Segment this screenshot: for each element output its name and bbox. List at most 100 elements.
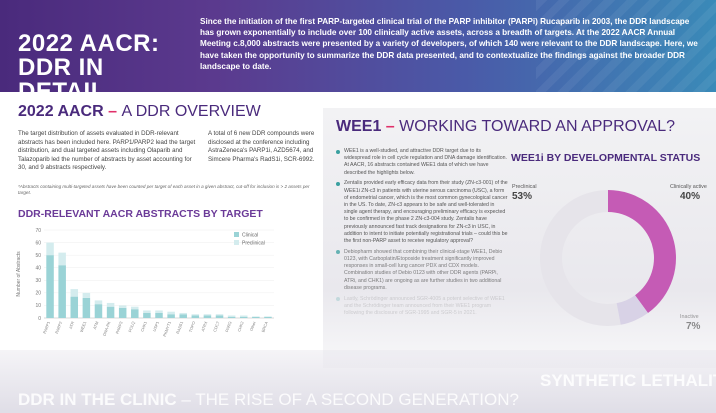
x-tick-label: Other	[249, 320, 257, 332]
x-tick-label: TOPO	[188, 321, 197, 333]
x-tick-label: PARP1	[42, 320, 51, 334]
donut-label-preclinical: Preclinical	[512, 184, 537, 190]
ddr-clinic-heading: DDR IN THE CLINIC – THE RISE OF A SECOND…	[18, 390, 519, 410]
overview-paragraph-a: The target distribution of assets evalua…	[18, 130, 196, 172]
x-tick-label: ATR	[68, 321, 75, 330]
donut-value-preclinical: 53%	[512, 191, 533, 202]
bar-preclinical-parg	[227, 315, 236, 317]
bar-preclinical-parp1	[46, 242, 54, 256]
list-item: WEE1 is a well-studied, and attractive D…	[336, 148, 508, 177]
donut-value-inactive: 7%	[686, 321, 701, 332]
y-tick-label: 0	[38, 316, 41, 322]
bar-clinical-pkmyt1	[167, 314, 175, 318]
bar-clinical-rad51	[179, 314, 187, 318]
banner-title-line2: DDR IN DETAIL	[18, 54, 106, 93]
donut-slice-preclinical	[540, 190, 621, 326]
x-tick-label: ATRX	[200, 320, 208, 332]
bar-preclinical-rad51	[179, 312, 187, 315]
chart-title: DDR-RELEVANT AACR ABSTRACTS BY TARGET	[18, 208, 263, 220]
overview-footnote: *Abstracts containing multi-targeted ass…	[18, 184, 310, 196]
bar-clinical-brca	[264, 316, 272, 318]
bar-clinical-dna-pk	[106, 306, 115, 318]
ddr-clinic-heading-thin: THE RISE OF A SECOND GENERATION?	[195, 390, 519, 409]
bar-preclinical-dna-pk	[106, 302, 115, 307]
banner-intro-text: Since the initiation of the first PARP-t…	[200, 17, 698, 71]
bottom-fade-band	[0, 350, 716, 413]
x-tick-label: CDC7	[212, 320, 221, 333]
bullet-text: Debiopharm showed that combining their c…	[344, 248, 503, 291]
bar-preclinical-parp3	[118, 305, 127, 308]
bar-clinical-wee1	[82, 297, 91, 318]
bar-preclinical-usp1	[155, 310, 163, 313]
bar-clinical-topo	[191, 315, 200, 318]
wee1-bullet-list: WEE1 is a well-studied, and attractive D…	[336, 148, 508, 321]
bar-clinical-usp1	[155, 312, 163, 318]
bar-preclinical-atrx	[203, 314, 212, 316]
x-tick-label: ATM	[92, 321, 99, 330]
banner-title-line1: 2022 AACR:	[18, 30, 160, 57]
overview-paragraph-b: A total of 6 new DDR compounds were disc…	[208, 130, 315, 163]
x-tick-label: PARG	[224, 321, 232, 333]
wee1-heading-thin: WORKING TOWARD AN APPROVAL?	[399, 118, 676, 135]
x-tick-label: PKMYT1	[162, 320, 172, 337]
x-tick-label: PARP2	[54, 320, 63, 334]
bar-clinical-atm	[94, 304, 103, 318]
overview-heading-thin: A DDR OVERVIEW	[121, 103, 261, 120]
bar-preclinical-topo	[191, 314, 200, 316]
bullet-dot-icon	[336, 182, 340, 186]
bar-clinical-chk1	[143, 312, 151, 318]
y-tick-label: 20	[35, 291, 41, 297]
header-banner: 2022 AACR: DDR IN DETAIL Since the initi…	[0, 0, 716, 92]
bar-clinical-parg	[227, 316, 236, 318]
donut-slice-inactive	[616, 295, 648, 325]
bar-preclinical-wee1	[82, 292, 91, 298]
donut-chart-svg	[540, 190, 676, 326]
list-item: Debiopharm showed that combining their c…	[336, 249, 508, 292]
y-tick-label: 30	[35, 278, 41, 284]
y-tick-label: 50	[35, 253, 41, 259]
x-tick-label: USP1	[152, 320, 161, 332]
donut-slice-clinically-active	[608, 190, 676, 314]
y-tick-label: 60	[35, 240, 41, 246]
bullet-dot-icon	[336, 297, 340, 302]
bar-clinical-parp3	[118, 307, 127, 318]
bullet-text: WEE1 is a well-studied, and attractive D…	[344, 148, 507, 176]
x-tick-label: POLQ	[127, 321, 136, 333]
wee1-heading-dash: –	[381, 118, 400, 135]
overview-heading-dash: –	[103, 103, 122, 120]
banner-decoration	[536, 0, 716, 92]
x-tick-label: DNA-PK	[102, 320, 112, 336]
bullet-text: Zentalis provided early efficacy data fr…	[344, 180, 508, 245]
overview-heading: 2022 AACR – A DDR OVERVIEW	[18, 103, 261, 121]
bar-preclinical-chk1	[143, 310, 151, 313]
bar-clinical-cdc7	[215, 315, 224, 318]
legend-swatch-clinical	[234, 232, 239, 237]
bar-preclinical-atr	[70, 289, 79, 297]
bar-clinical-atr	[70, 296, 79, 318]
bar-clinical-polq	[131, 309, 139, 318]
y-tick-label: 10	[35, 303, 41, 309]
wee1-status-donut-chart: Preclinical 53% Clinically active 40% In…	[510, 168, 710, 348]
bar-clinical-parp1	[46, 255, 54, 318]
x-tick-label: CHK2	[236, 320, 245, 332]
donut-label-inactive: Inactive	[680, 314, 699, 320]
y-axis-label: Number of Abstracts	[16, 251, 22, 297]
donut-title: WEE1i BY DEVELOPMENTAL STATUS	[511, 152, 701, 164]
bullet-dot-icon	[336, 149, 340, 154]
synthetic-lethality-heading: SYNTHETIC LETHALITY	[540, 371, 716, 390]
bar-preclinical-polq	[131, 306, 139, 310]
legend-label-clinical: Clinical	[242, 233, 258, 239]
bar-clinical-other	[252, 316, 260, 318]
ddr-clinic-heading-dash: –	[176, 390, 196, 409]
overview-heading-bold: 2022 AACR	[18, 103, 104, 120]
list-item: Zentalis provided early efficacy data fr…	[336, 180, 508, 245]
ddr-clinic-heading-bold: DDR IN THE CLINIC	[18, 390, 177, 409]
bar-preclinical-pkmyt1	[167, 311, 175, 315]
legend-swatch-preclinical	[234, 240, 239, 245]
wee1-heading: WEE1 – WORKING TOWARD AN APPROVAL?	[336, 118, 675, 136]
x-tick-label: BRCA	[260, 320, 269, 332]
bar-preclinical-parp2	[58, 252, 66, 266]
bar-preclinical-atm	[94, 300, 103, 305]
x-tick-label: WEE1	[79, 320, 88, 333]
